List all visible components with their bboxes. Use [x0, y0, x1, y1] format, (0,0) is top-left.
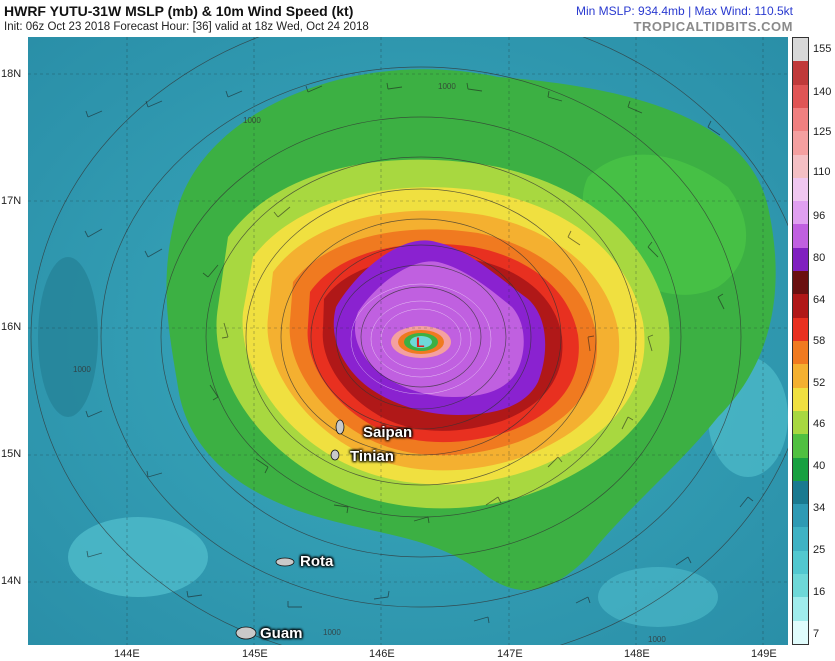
rota-island	[275, 557, 295, 567]
wind-speed-colorbar	[792, 37, 809, 645]
storm-eye	[410, 336, 432, 348]
isobar-label: 1000	[438, 82, 456, 91]
colorbar-segment	[793, 620, 808, 645]
saipan-island	[335, 419, 345, 435]
isobar-label: 1000	[648, 635, 666, 644]
lat-lon-grid	[28, 37, 788, 645]
colorbar-segment	[793, 154, 808, 179]
isobar-label: 1000	[243, 116, 261, 125]
lat-label: 18N	[1, 68, 22, 80]
isobar-label: 1000	[73, 365, 91, 374]
colorbar-segment	[793, 201, 808, 225]
colorbar-tick: 155	[813, 43, 832, 55]
lat-label: 15N	[1, 448, 22, 460]
lon-label: 146E	[369, 648, 395, 660]
header: HWRF YUTU-31W MSLP (mb) & 10m Wind Speed…	[0, 0, 835, 37]
colorbar-segment	[793, 457, 808, 482]
tinian-island	[330, 449, 340, 461]
isobar-label: 1000	[323, 628, 341, 637]
colorbar-tick: 110	[813, 166, 831, 178]
colorbar-segment	[793, 434, 808, 459]
min-max-readout: Min MSLP: 934.4mb | Max Wind: 110.5kt	[576, 4, 793, 18]
lon-label: 144E	[114, 648, 140, 660]
colorbar-tick: 58	[813, 335, 826, 347]
place-label-guam: Guam	[260, 625, 303, 642]
colorbar-segment	[793, 224, 808, 249]
lon-label: 149E	[751, 648, 777, 660]
colorbar-tick: 46	[813, 418, 826, 430]
ocean-dark-patch	[38, 257, 98, 417]
colorbar-segment	[793, 480, 808, 505]
colorbar-tick: 7	[813, 628, 820, 640]
ocean-light-patch	[68, 517, 208, 597]
colorbar-tick: 34	[813, 502, 826, 514]
colorbar-segment	[793, 61, 808, 86]
lat-label: 14N	[1, 575, 22, 587]
colorbar-segment	[793, 550, 808, 575]
colorbar-segment	[793, 107, 808, 132]
colorbar-tick: 16	[813, 586, 826, 598]
colorbar-segment	[793, 177, 808, 202]
lon-label: 148E	[624, 648, 650, 660]
colorbar-tick: 140	[813, 86, 832, 98]
colorbar-segment	[793, 247, 808, 272]
colorbar-segment	[793, 527, 808, 552]
colorbar-segment	[793, 387, 808, 412]
colorbar-tick: 125	[813, 126, 832, 138]
colorbar-segment	[793, 84, 808, 109]
place-label-rota: Rota	[300, 553, 334, 570]
map-title: HWRF YUTU-31W MSLP (mb) & 10m Wind Speed…	[4, 3, 354, 19]
lon-label: 147E	[497, 648, 523, 660]
guam-island	[235, 626, 257, 640]
colorbar-segment	[793, 341, 808, 365]
place-label-saipan: Saipan	[363, 424, 413, 441]
place-label-tinian: Tinian	[350, 448, 394, 465]
colorbar-segment	[793, 131, 808, 156]
colorbar-tick: 52	[813, 377, 826, 389]
wind-field-map: L	[28, 37, 788, 645]
wind-barbs	[84, 82, 754, 624]
colorbar-segment	[793, 364, 808, 389]
ocean-light-patch	[598, 567, 718, 627]
colorbar-tick: 40	[813, 460, 826, 472]
low-pressure-marker: L	[416, 334, 425, 350]
colorbar-segment	[793, 317, 808, 342]
colorbar-segment	[793, 504, 808, 528]
isobars	[30, 37, 788, 645]
brand-watermark: TROPICALTIDBITS.COM	[633, 19, 793, 34]
colorbar-segment	[793, 597, 808, 622]
colorbar-segment	[793, 410, 808, 435]
colorbar-segment	[793, 271, 808, 295]
lon-label: 145E	[242, 648, 268, 660]
colorbar-tick: 64	[813, 294, 826, 306]
lat-label: 17N	[1, 195, 22, 207]
lat-label: 16N	[1, 321, 22, 333]
colorbar-tick: 25	[813, 544, 826, 556]
colorbar-segment	[793, 294, 808, 319]
colorbar-tick: 80	[813, 252, 826, 264]
colorbar-segment	[793, 38, 808, 62]
map-subtitle: Init: 06z Oct 23 2018 Forecast Hour: [36…	[4, 21, 369, 33]
colorbar-tick: 96	[813, 210, 826, 222]
colorbar-segment	[793, 574, 808, 598]
